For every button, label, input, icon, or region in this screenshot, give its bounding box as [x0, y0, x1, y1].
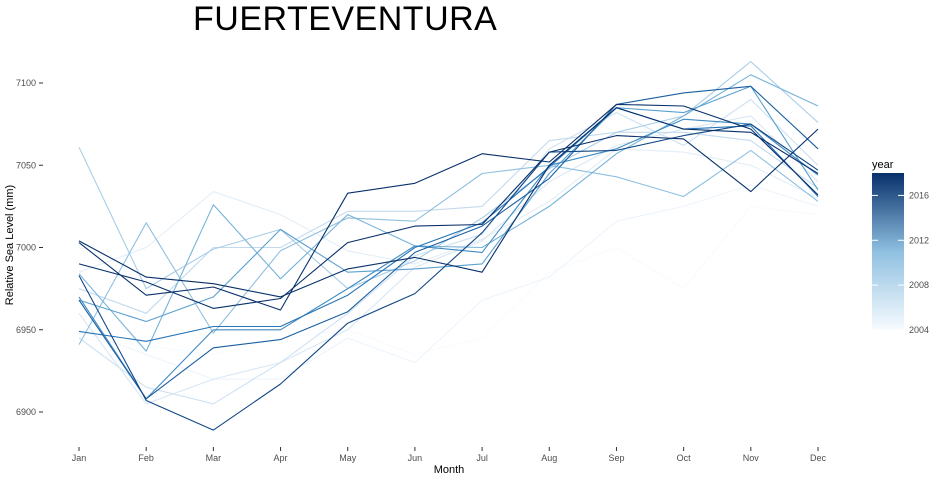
series-line-2016 [78, 85, 819, 400]
series-line-2005 [78, 184, 819, 380]
y-axis-title: Relative Sea Level (mm) [4, 185, 16, 305]
series-line-2008 [78, 98, 819, 405]
x-tick-label: Nov [743, 453, 760, 463]
series-line-2018 [78, 103, 819, 311]
series-line-2004 [78, 205, 819, 355]
x-tick-label: Apr [274, 453, 288, 463]
x-tick-label: Dec [810, 453, 827, 463]
series-line-2011 [78, 149, 819, 345]
series-line-2020 [78, 107, 819, 298]
legend-colorbar [872, 173, 904, 330]
legend-title: year [872, 159, 894, 171]
series-line-2009 [78, 131, 819, 314]
series-line-2006 [78, 148, 819, 273]
series-line-2014 [78, 118, 819, 400]
series-line-2019 [78, 128, 819, 309]
x-tick-label: Jun [408, 453, 423, 463]
series-line-2012 [78, 74, 819, 352]
x-axis: Jan Feb Mar Apr May Jun Jul Aug Sep Oct Nov Dec [72, 447, 827, 463]
x-tick-label: May [339, 453, 357, 463]
series-line-2015 [78, 107, 819, 342]
series-line-2013 [78, 85, 819, 323]
chart-title: FUERTEVENTURA [193, 0, 498, 38]
x-tick-label: Jan [72, 453, 87, 463]
x-tick-label: Jul [476, 453, 488, 463]
legend-ticks: 2004 2008 2012 2016 [872, 190, 929, 335]
y-tick-label: 6950 [16, 325, 36, 335]
y-tick-label: 7000 [16, 243, 36, 253]
x-tick-label: Aug [541, 453, 557, 463]
series-line-2017 [78, 123, 819, 431]
legend-tick-label: 2016 [909, 190, 929, 200]
y-tick-label: 6900 [16, 407, 36, 417]
series-line-2007 [78, 115, 819, 405]
x-axis-title: Month [434, 464, 465, 476]
legend-tick-label: 2004 [909, 325, 929, 335]
y-axis: 6900 6950 7000 7050 7100 [16, 78, 43, 417]
color-legend: year 2004 2008 2012 2016 [872, 159, 929, 335]
y-tick-label: 7100 [16, 78, 36, 88]
x-tick-label: Oct [677, 453, 692, 463]
x-tick-label: Mar [206, 453, 222, 463]
x-tick-label: Feb [138, 453, 154, 463]
legend-tick-label: 2008 [909, 280, 929, 290]
x-tick-label: Sep [608, 453, 624, 463]
legend-tick-label: 2012 [909, 235, 929, 245]
series-layer [78, 61, 819, 431]
y-tick-label: 7050 [16, 160, 36, 170]
